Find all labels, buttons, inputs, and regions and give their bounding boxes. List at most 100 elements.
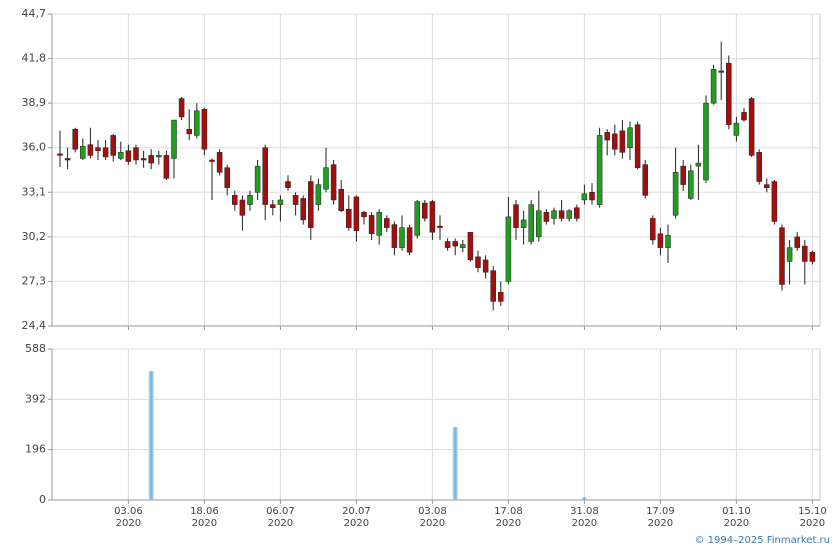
candle-body [786, 247, 793, 262]
candle-body [695, 162, 702, 167]
candle-body [186, 129, 192, 135]
copyright: © 1994–2025 Finmarket.ru [694, 535, 830, 546]
candle-body [756, 152, 762, 182]
x-tick-label: 20.07 2020 [342, 506, 371, 529]
candle-body [733, 122, 740, 136]
candle-body [657, 233, 664, 248]
plot-area [51, 13, 821, 327]
y-tick-label: 33,1 [22, 185, 47, 198]
candle-body [239, 199, 246, 216]
candle-body [399, 227, 405, 248]
candle-body [171, 119, 177, 159]
candle-body [536, 210, 542, 238]
candle-body [482, 259, 489, 273]
candle-body [330, 164, 337, 201]
candle-body [467, 231, 474, 261]
candle-body [125, 150, 132, 162]
candle-body [315, 184, 322, 205]
candle-body [270, 204, 276, 208]
candle-body [771, 181, 778, 222]
candle-body [505, 216, 512, 282]
candle-body [475, 256, 481, 268]
candle-body [809, 251, 816, 262]
candle-body [64, 158, 71, 161]
x-tick-label: 31.08 2020 [570, 506, 599, 529]
candle-body [741, 112, 747, 121]
candle-body [376, 212, 382, 236]
candle-body [194, 110, 200, 136]
candle-body [224, 167, 230, 188]
candle-body [650, 218, 656, 241]
candle-body [748, 98, 755, 156]
candle-body [558, 210, 565, 219]
y-tick-label: 44,7 [22, 7, 47, 20]
candle-body [80, 145, 86, 159]
candle-body [596, 135, 603, 205]
candle-body [95, 147, 101, 152]
candle-body [574, 207, 580, 219]
y-tick-label: 588 [25, 342, 46, 355]
candle-body [156, 155, 162, 158]
candle-body [102, 147, 109, 158]
candle-body [612, 133, 618, 150]
x-tick-label: 03.08 2020 [418, 506, 447, 529]
volume-bar [452, 427, 458, 500]
candle-body [148, 155, 154, 164]
candle-body [308, 181, 314, 228]
candle-body [627, 127, 633, 148]
candle-body [543, 212, 550, 222]
plot-area [51, 348, 821, 501]
candle-body [178, 98, 185, 118]
candle-body [254, 165, 261, 193]
candle-body [452, 241, 458, 247]
volume-bar [148, 371, 154, 500]
candle-body [285, 181, 291, 188]
candle-body [460, 244, 466, 248]
candle-body [566, 210, 572, 219]
candle-body [216, 152, 223, 173]
candle-body [361, 212, 367, 218]
volume-bar [581, 497, 587, 500]
candle-body [87, 144, 94, 156]
candle-body [201, 109, 208, 150]
candle-body [422, 202, 428, 219]
y-tick-label: 41,8 [22, 52, 47, 65]
candle-body [429, 201, 436, 233]
candle-body [391, 224, 398, 248]
candle-body [498, 291, 504, 302]
candle-body [589, 192, 595, 201]
candle-body [406, 227, 413, 253]
candle-body [703, 102, 709, 181]
candle-body [209, 159, 215, 162]
candle-body [680, 165, 686, 185]
x-tick-label: 15.10 2020 [798, 506, 827, 529]
candle-body [794, 236, 800, 248]
candle-body [163, 155, 170, 179]
candle-body [513, 204, 519, 228]
x-tick-label: 06.07 2020 [266, 506, 295, 529]
y-tick-label: 27,3 [22, 274, 47, 287]
candle-body [672, 172, 679, 216]
candle-body [619, 130, 626, 153]
candle-body [604, 132, 610, 141]
candle-body [338, 188, 344, 211]
candle-body [764, 184, 770, 188]
candle-body [133, 147, 139, 161]
candle-body [368, 215, 375, 235]
candle-body [292, 195, 299, 205]
candle-body [726, 62, 732, 125]
candle-body [110, 135, 116, 156]
candle-body [72, 129, 78, 150]
candle-body [247, 195, 253, 205]
y-tick-label: 196 [25, 443, 46, 456]
candle-body [300, 198, 306, 221]
candle-body [779, 227, 785, 285]
candle-body [232, 195, 238, 205]
x-tick-label: 01.10 2020 [722, 506, 751, 529]
candle-body [353, 196, 360, 231]
candle-body [140, 158, 147, 161]
candle-body [581, 193, 588, 201]
y-tick-label: 0 [39, 493, 46, 506]
candle-body [665, 235, 671, 248]
volume-bar [277, 499, 283, 500]
